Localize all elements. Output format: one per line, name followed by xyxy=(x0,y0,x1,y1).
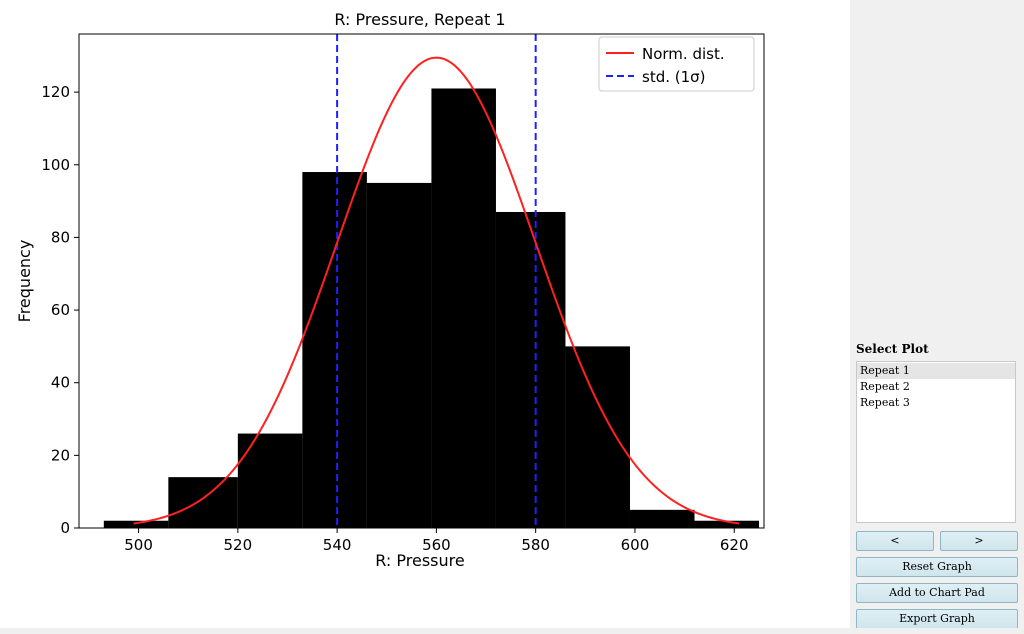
histogram-bars xyxy=(103,88,760,529)
y-tick-label: 40 xyxy=(51,374,70,392)
histogram-bar xyxy=(431,88,496,528)
add-to-chart-pad-button[interactable]: Add to Chart Pad xyxy=(856,583,1018,603)
histogram-bar xyxy=(103,520,169,528)
x-tick-label: 560 xyxy=(422,536,451,554)
y-tick-label: 20 xyxy=(51,446,70,464)
histogram-bar xyxy=(495,211,566,528)
x-axis-ticks: 500 520 540 560 580 600 620 xyxy=(124,528,749,554)
x-tick-label: 540 xyxy=(323,536,352,554)
histogram-bar xyxy=(168,477,238,528)
histogram-bar xyxy=(629,509,695,528)
plot-list[interactable]: Repeat 1 Repeat 2 Repeat 3 xyxy=(856,361,1016,523)
x-tick-label: 620 xyxy=(720,536,749,554)
legend: Norm. dist. std. (1σ) xyxy=(598,36,755,92)
histogram-bar xyxy=(694,520,760,528)
y-tick-label: 0 xyxy=(60,519,70,537)
x-tick-label: 600 xyxy=(621,536,650,554)
x-tick-label: 500 xyxy=(124,536,153,554)
x-axis-label: R: Pressure xyxy=(375,551,464,570)
histogram-bar xyxy=(565,346,630,528)
plot-list-item-repeat-2[interactable]: Repeat 2 xyxy=(860,380,910,393)
chart-title: R: Pressure, Repeat 1 xyxy=(334,10,505,29)
legend-box xyxy=(598,36,755,92)
window-bottom-edge xyxy=(0,628,1024,634)
histogram-chart: R: Pressure, Repeat 1 Frequency R: Press… xyxy=(15,10,765,570)
histogram-bar xyxy=(302,172,367,528)
legend-std-label: std. (1σ) xyxy=(642,68,706,86)
y-axis-ticks: 0 20 40 60 80 100 120 xyxy=(41,83,79,537)
plot-area: R: Pressure, Repeat 1 Frequency R: Press… xyxy=(15,10,765,570)
histogram-bar xyxy=(237,433,303,528)
x-tick-label: 580 xyxy=(521,536,550,554)
normal-distribution-curve xyxy=(133,56,740,525)
y-axis-label: Frequency xyxy=(15,240,34,323)
y-tick-label: 60 xyxy=(51,301,70,319)
x-tick-label: 520 xyxy=(224,536,253,554)
plot-list-item-repeat-3[interactable]: Repeat 3 xyxy=(860,396,910,409)
histogram-bar xyxy=(366,182,432,529)
y-tick-label: 120 xyxy=(41,83,70,101)
next-plot-button[interactable]: > xyxy=(940,531,1018,551)
y-tick-label: 80 xyxy=(51,228,70,246)
select-plot-title: Select Plot xyxy=(856,342,929,356)
export-graph-button[interactable]: Export Graph xyxy=(856,609,1018,629)
previous-plot-button[interactable]: < xyxy=(856,531,934,551)
plot-frame xyxy=(78,33,765,529)
legend-norm-dist-label: Norm. dist. xyxy=(642,45,725,63)
y-tick-label: 100 xyxy=(41,156,70,174)
plot-list-item-repeat-1[interactable]: Repeat 1 xyxy=(857,363,1015,379)
std-lines xyxy=(336,34,537,528)
reset-graph-button[interactable]: Reset Graph xyxy=(856,557,1018,577)
side-panel: Select Plot Repeat 1 Repeat 2 Repeat 3 <… xyxy=(850,0,1024,629)
